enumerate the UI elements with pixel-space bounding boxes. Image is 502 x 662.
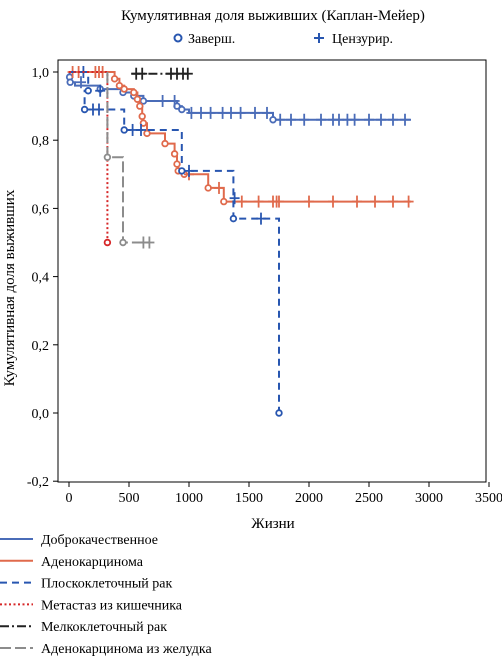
event-marker	[110, 75, 119, 83]
legend-label: Плоскоклеточный рак	[41, 577, 172, 592]
event-marker	[66, 78, 74, 86]
y-tick-label: 0,4	[32, 271, 50, 286]
x-tick-label: 2000	[295, 491, 323, 506]
legend-label: Аденокарцинома из желудка	[41, 642, 212, 657]
event-marker	[161, 139, 169, 148]
event-marker	[80, 105, 89, 114]
event-marker	[204, 184, 212, 192]
y-axis-label: Кумулятивная доля выживших	[2, 189, 18, 386]
x-tick-label: 3500	[475, 491, 502, 506]
event-marker	[173, 160, 181, 168]
series-5	[103, 72, 155, 249]
event-marker	[178, 167, 186, 175]
event-marker	[170, 150, 179, 158]
x-axis-label: Жизни	[251, 516, 294, 532]
x-tick-label: 1500	[235, 491, 263, 506]
series-layer	[65, 66, 414, 417]
chart-title: Кумулятивная доля выживших (Каплан-Мейер…	[121, 8, 425, 24]
legend-label: Метастаз из кишечника	[41, 598, 183, 613]
event-marker	[103, 238, 112, 247]
series-4	[131, 67, 193, 80]
marker-legend: Заверш. Цензурир.	[173, 32, 393, 47]
series-line	[106, 72, 150, 244]
y-tick-label: 0,0	[32, 407, 50, 422]
series-line	[69, 71, 109, 243]
event-marker	[138, 112, 146, 121]
event-marker	[220, 197, 228, 206]
series-1	[67, 66, 414, 208]
x-tick-label: 1000	[175, 491, 203, 506]
event-marker	[130, 88, 138, 97]
event-marker	[229, 214, 238, 223]
x-tick-label: 3000	[415, 491, 443, 506]
y-tick-label: 1,0	[32, 66, 50, 81]
series-legend: Доброкачественное Аденокарцинома Плоскокле…	[0, 533, 212, 657]
y-tick-label: -0,2	[27, 475, 49, 490]
x-axis: 0 500 1000 1500 2000 2500 3000 3500	[66, 482, 502, 506]
series-2	[69, 66, 283, 417]
y-tick-label: 0,6	[32, 202, 50, 217]
marker-legend-circle-icon	[173, 33, 183, 43]
event-marker	[133, 95, 142, 103]
event-marker	[120, 126, 128, 134]
x-tick-label: 2500	[355, 491, 383, 506]
y-tick-label: 0,8	[32, 134, 50, 149]
event-marker	[84, 87, 92, 95]
y-axis: -0,2 0,0 0,2 0,4 0,6 0,8 1,0	[27, 66, 58, 490]
x-tick-label: 500	[119, 491, 140, 506]
plot-frame	[57, 59, 487, 483]
event-marker	[269, 116, 277, 124]
legend-label: Аденокарцинома	[41, 555, 144, 570]
event-marker	[115, 81, 124, 90]
event-marker	[119, 238, 127, 247]
event-marker	[136, 102, 144, 110]
event-marker	[275, 409, 283, 417]
event-marker	[143, 129, 151, 138]
legend-label: Доброкачественное	[41, 533, 158, 548]
event-marker	[120, 85, 128, 93]
series-3	[69, 71, 112, 247]
series-line	[69, 71, 280, 413]
y-tick-label: 0,2	[32, 339, 50, 354]
event-marker	[103, 153, 112, 161]
x-tick-label: 0	[66, 491, 73, 506]
event-marker	[139, 119, 148, 127]
legend-label: Мелкоклеточный рак	[41, 620, 167, 635]
marker-legend-label-censored: Цензурир.	[332, 32, 393, 47]
event-marker	[178, 105, 186, 114]
marker-legend-label-event: Заверш.	[188, 32, 235, 47]
